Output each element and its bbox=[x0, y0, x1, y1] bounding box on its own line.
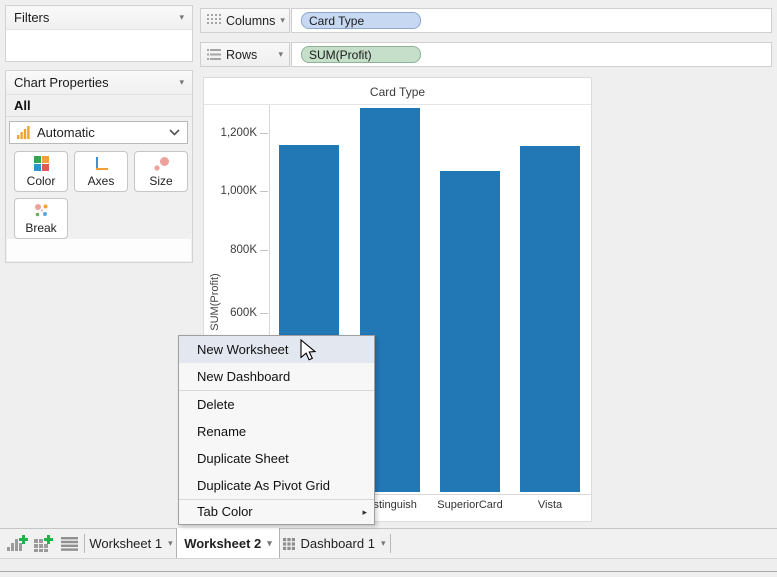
y-tick-mark bbox=[260, 133, 268, 134]
chart-type-dropdown[interactable]: Automatic bbox=[9, 121, 188, 144]
size-button[interactable]: Size bbox=[134, 151, 188, 192]
chart-properties-title: Chart Properties bbox=[14, 75, 109, 90]
y-axis-label: SUM(Profit) bbox=[209, 273, 221, 331]
columns-shelf-text: Columns bbox=[226, 13, 276, 28]
rows-icon bbox=[207, 48, 221, 61]
rows-shelf-label[interactable]: Rows ▾ bbox=[200, 42, 290, 67]
menu-item-tab-color[interactable]: Tab Color ▸ bbox=[179, 500, 374, 524]
break-button[interactable]: Break bbox=[14, 198, 68, 239]
bar[interactable] bbox=[440, 171, 500, 492]
worksheet-context-menu: New Worksheet New Dashboard Delete Renam… bbox=[178, 335, 375, 525]
tab-worksheet-1[interactable]: Worksheet 1 ▾ bbox=[88, 529, 174, 558]
collapse-arrow-icon[interactable]: ▾ bbox=[280, 15, 285, 25]
sheet-list-icon[interactable] bbox=[61, 537, 78, 551]
x-category-label: Distinguish bbox=[363, 499, 417, 511]
y-tick-label: 800K bbox=[230, 244, 257, 256]
chart-type-value: Automatic bbox=[37, 125, 95, 140]
bar[interactable] bbox=[520, 146, 580, 492]
y-tick-label: 1,200K bbox=[220, 127, 257, 139]
pill-card-type[interactable]: Card Type bbox=[301, 12, 421, 29]
columns-shelf-label[interactable]: Columns ▾ bbox=[200, 8, 290, 33]
tab-menu-arrow-icon[interactable]: ▾ bbox=[168, 538, 173, 548]
panel-empty-area bbox=[7, 239, 191, 261]
y-tick-label: 600K bbox=[230, 307, 257, 319]
axes-icon bbox=[93, 156, 110, 172]
chart-title: Card Type bbox=[369, 85, 426, 99]
tabbar-separator bbox=[390, 534, 391, 553]
bar-chart-icon bbox=[17, 126, 31, 139]
filters-panel-header[interactable]: Filters ▾ bbox=[6, 6, 192, 30]
new-dashboard-icon[interactable] bbox=[34, 535, 57, 553]
collapse-arrow-icon[interactable]: ▾ bbox=[179, 12, 184, 22]
y-tick-label: 1,000K bbox=[220, 185, 257, 197]
x-axis-line bbox=[269, 494, 591, 495]
chevron-down-icon bbox=[169, 129, 180, 136]
tab-menu-arrow-icon[interactable]: ▾ bbox=[380, 538, 386, 548]
columns-icon bbox=[207, 14, 221, 27]
collapse-arrow-icon[interactable]: ▾ bbox=[179, 77, 184, 87]
y-axis-line bbox=[269, 105, 270, 494]
chart-properties-header[interactable]: Chart Properties ▾ bbox=[6, 71, 192, 95]
filters-panel: Filters ▾ bbox=[5, 5, 193, 62]
size-button-label: Size bbox=[149, 173, 173, 188]
color-button[interactable]: Color bbox=[14, 151, 68, 192]
tab-dashboard-1[interactable]: Dashboard 1 ▾ bbox=[282, 529, 386, 558]
menu-item-new-worksheet[interactable]: New Worksheet bbox=[179, 336, 374, 363]
scope-label: All bbox=[6, 95, 192, 117]
menu-item-delete[interactable]: Delete bbox=[197, 397, 235, 412]
menu-item-new-dashboard[interactable]: New Dashboard bbox=[197, 369, 291, 384]
break-icon bbox=[33, 203, 50, 219]
tab-dashboard-1-label: Dashboard 1 bbox=[300, 536, 375, 551]
color-icon bbox=[33, 155, 50, 172]
filters-panel-title: Filters bbox=[14, 10, 50, 25]
menu-item-rename[interactable]: Rename bbox=[197, 424, 247, 439]
menu-item-duplicate-sheet[interactable]: Duplicate Sheet bbox=[197, 451, 289, 466]
y-tick-mark bbox=[260, 250, 268, 251]
y-tick-mark bbox=[260, 191, 268, 192]
dashboard-grid-icon bbox=[282, 537, 295, 550]
chart-canvas[interactable]: Card Type SUM(Profit) 1,200K 1,000K 800K… bbox=[203, 77, 592, 522]
chart-title-separator bbox=[204, 104, 591, 105]
menu-item-tab-color-label: Tab Color bbox=[197, 504, 253, 519]
tabbar-separator bbox=[84, 534, 85, 553]
status-bar bbox=[0, 558, 777, 572]
axes-button[interactable]: Axes bbox=[74, 151, 128, 192]
pill-sum-profit[interactable]: SUM(Profit) bbox=[301, 46, 421, 63]
tab-worksheet-2-label: Worksheet 2 bbox=[184, 535, 262, 551]
x-category-label: Vista bbox=[537, 499, 563, 511]
menu-separator bbox=[179, 390, 374, 391]
y-tick-mark bbox=[260, 313, 268, 314]
filters-drop-area[interactable] bbox=[6, 30, 192, 60]
chart-properties-panel: Chart Properties ▾ All Automatic Co bbox=[5, 70, 193, 263]
menu-separator bbox=[179, 499, 374, 500]
menu-item-duplicate-as-pivot-grid[interactable]: Duplicate As Pivot Grid bbox=[197, 478, 330, 493]
tab-menu-arrow-icon[interactable]: ▾ bbox=[267, 537, 272, 548]
collapse-arrow-icon[interactable]: ▾ bbox=[278, 49, 283, 59]
axes-button-label: Axes bbox=[87, 173, 115, 188]
rows-shelf-text: Rows bbox=[226, 47, 258, 62]
size-icon bbox=[153, 156, 170, 172]
columns-shelf-area[interactable]: Card Type bbox=[291, 8, 772, 33]
tab-worksheet-1-label: Worksheet 1 bbox=[89, 536, 163, 551]
color-button-label: Color bbox=[26, 173, 56, 188]
sheet-tab-bar: Worksheet 1 ▾ Worksheet 2 ▾ Dashboard 1 … bbox=[0, 528, 777, 559]
submenu-arrow-icon: ▸ bbox=[362, 507, 367, 517]
rows-shelf-area[interactable]: SUM(Profit) bbox=[291, 42, 772, 67]
new-worksheet-icon[interactable] bbox=[7, 535, 29, 553]
break-button-label: Break bbox=[25, 220, 57, 235]
tab-worksheet-2[interactable]: Worksheet 2 ▾ bbox=[176, 528, 280, 559]
mouse-cursor bbox=[300, 338, 319, 361]
x-category-label: SuperiorCard bbox=[437, 499, 503, 511]
